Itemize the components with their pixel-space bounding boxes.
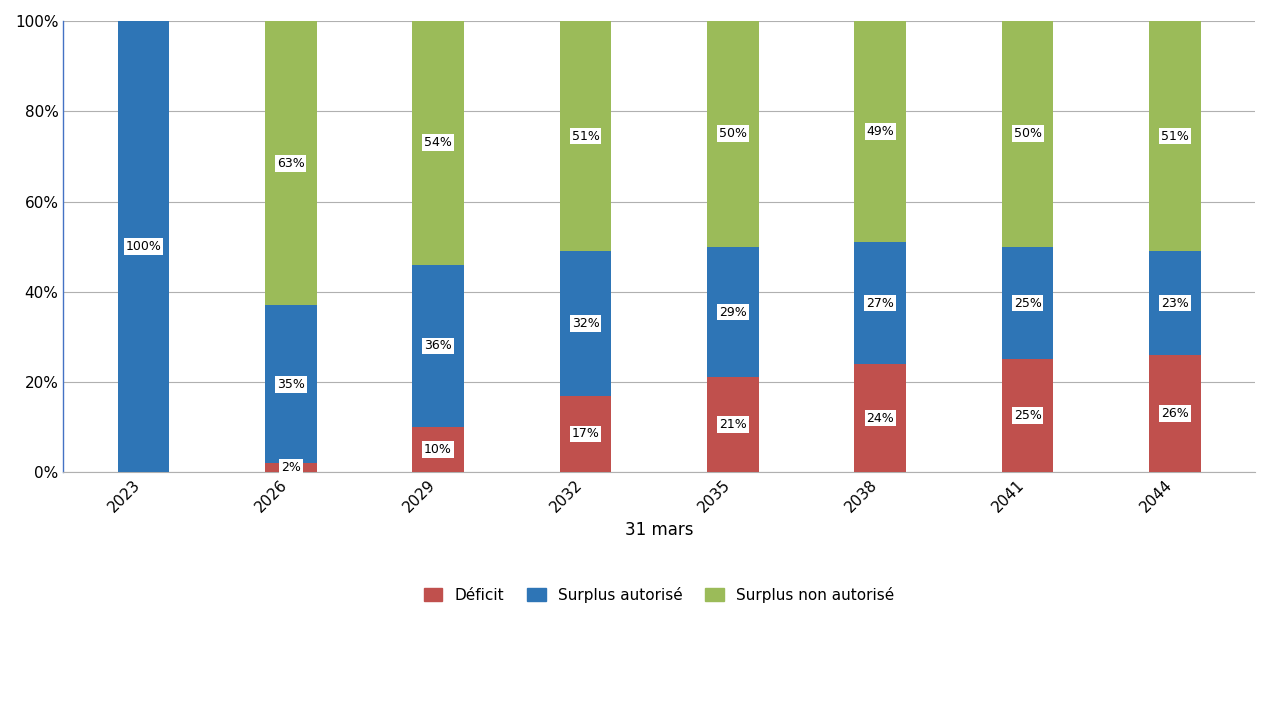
Bar: [1002, 360, 1053, 472]
Text: 24%: 24%: [866, 411, 894, 425]
Text: 51%: 51%: [572, 130, 599, 142]
Bar: [1002, 247, 1053, 360]
Bar: [560, 395, 611, 472]
Bar: [560, 251, 611, 395]
Bar: [855, 242, 906, 364]
Text: 35%: 35%: [277, 378, 305, 390]
Text: 26%: 26%: [1161, 407, 1189, 420]
Text: 27%: 27%: [866, 297, 894, 310]
Bar: [1002, 21, 1053, 247]
Text: 54%: 54%: [424, 136, 452, 149]
Text: 50%: 50%: [719, 128, 747, 140]
Bar: [707, 378, 758, 472]
X-axis label: 31 mars: 31 mars: [625, 521, 693, 538]
Text: 25%: 25%: [1013, 297, 1041, 310]
Bar: [265, 306, 316, 463]
Legend: Déficit, Surplus autorisé, Surplus non autorisé: Déficit, Surplus autorisé, Surplus non a…: [417, 579, 902, 611]
Bar: [265, 463, 316, 472]
Text: 23%: 23%: [1161, 297, 1189, 310]
Bar: [1149, 21, 1201, 251]
Text: 50%: 50%: [1013, 128, 1041, 140]
Bar: [707, 21, 758, 247]
Bar: [855, 21, 906, 242]
Bar: [1149, 355, 1201, 472]
Text: 32%: 32%: [572, 317, 599, 330]
Bar: [413, 427, 464, 472]
Text: 21%: 21%: [719, 418, 747, 431]
Text: 10%: 10%: [424, 443, 452, 456]
Text: 25%: 25%: [1013, 409, 1041, 422]
Bar: [413, 21, 464, 265]
Bar: [707, 247, 758, 378]
Bar: [118, 21, 169, 472]
Text: 36%: 36%: [424, 339, 452, 353]
Text: 29%: 29%: [719, 306, 747, 318]
Bar: [265, 21, 316, 306]
Bar: [560, 21, 611, 251]
Text: 100%: 100%: [126, 240, 161, 253]
Text: 17%: 17%: [572, 428, 599, 440]
Bar: [1149, 251, 1201, 355]
Bar: [413, 265, 464, 427]
Text: 51%: 51%: [1161, 130, 1189, 142]
Text: 63%: 63%: [277, 156, 305, 170]
Text: 2%: 2%: [281, 461, 301, 475]
Text: 49%: 49%: [866, 125, 894, 138]
Bar: [855, 364, 906, 472]
